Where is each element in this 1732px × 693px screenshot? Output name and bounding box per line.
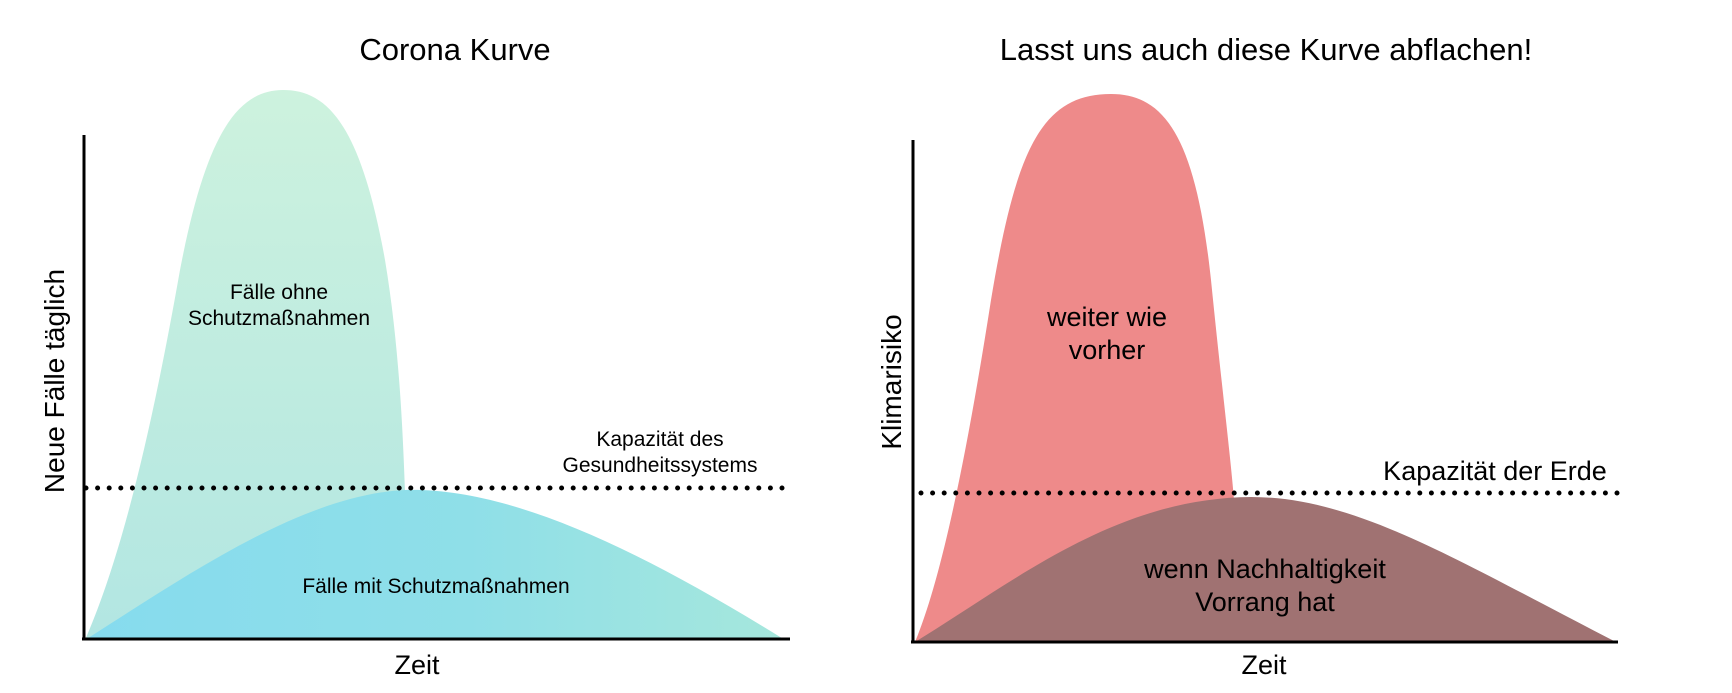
curve-without-measures (85, 90, 405, 640)
chart-title: Lasst uns auch diese Kurve abflachen! (999, 32, 1533, 67)
corona-curve-graphic (82, 90, 793, 641)
x-axis-label: Zeit (1241, 650, 1287, 680)
curve-sustainability-label: wenn Nachhaltigkeit Vorrang hat (1144, 554, 1386, 617)
y-axis-label: Neue Fälle täglich (39, 268, 70, 494)
x-axis-label: Zeit (394, 650, 440, 680)
curve-without-measures-label: Fälle ohne Schutzmaßnahmen (187, 281, 371, 330)
climate-curve-graphic (911, 94, 1621, 644)
curve-with-measures-label: Fälle mit Schutzmaßnahmen (302, 575, 570, 598)
corona-curve-panel: Corona Kurve Neue Fälle täglich Zeit Fäl… (39, 32, 793, 680)
curve-business-as-usual (915, 94, 1234, 642)
capacity-label: Kapazität des Gesundheitssystems (562, 428, 758, 477)
curve-business-as-usual-label: weiter wie vorher (1046, 302, 1168, 365)
curve-with-measures (85, 489, 785, 640)
capacity-label: Kapazität der Erde (1383, 456, 1607, 486)
y-axis-label: Klimarisiko (876, 314, 907, 450)
climate-curve-panel: Lasst uns auch diese Kurve abflachen! Kl… (866, 0, 1732, 693)
chart-title: Corona Kurve (359, 32, 551, 67)
curve-sustainability (915, 497, 1616, 642)
